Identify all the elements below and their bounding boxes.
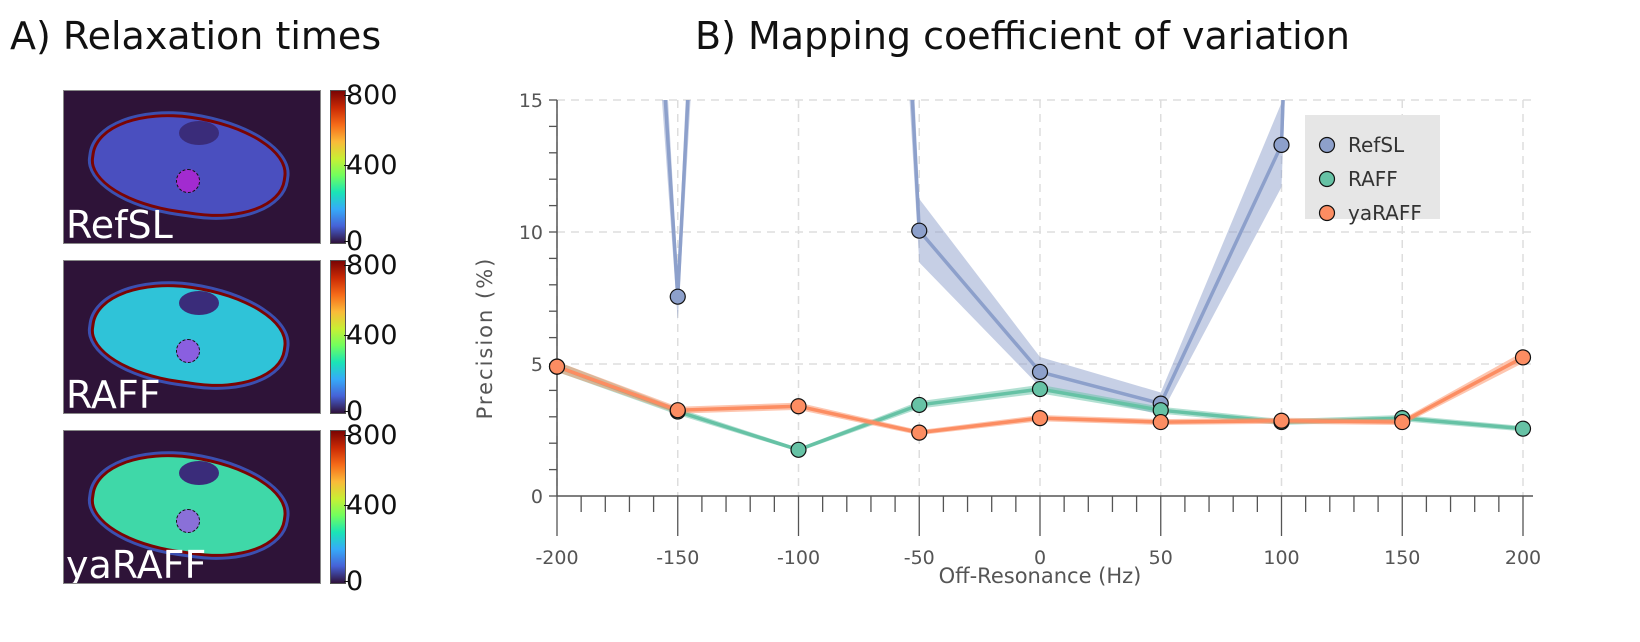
legend-marker: [1318, 136, 1336, 154]
map-label: yaRAFF: [66, 543, 207, 584]
x-axis-label: Off-Resonance (Hz): [939, 564, 1142, 588]
y-tick-label: 5: [531, 354, 543, 376]
data-point-yaraff: [790, 398, 807, 415]
colorbar-tick: 400: [344, 320, 398, 351]
y-tick-label: 0: [531, 486, 543, 508]
data-point-raff: [911, 396, 928, 414]
roi-circle: [176, 509, 200, 533]
colorbar-tick: 400: [344, 490, 398, 521]
data-point-raff: [1031, 380, 1049, 398]
x-tick-label: 100: [1263, 547, 1299, 569]
legend-label: yaRAFF: [1348, 201, 1422, 225]
data-point-yaraff: [1031, 410, 1049, 427]
legend-box: [1305, 115, 1440, 219]
legend-label: RefSL: [1348, 133, 1405, 157]
data-point-raff: [1514, 420, 1532, 437]
data-point-yaraff: [1514, 349, 1532, 366]
colorbar: [330, 90, 346, 244]
colorbar-tick: 800: [344, 420, 398, 451]
colorbar-tick: 0: [343, 396, 364, 427]
colorbar: [330, 430, 346, 584]
lumen-region: [179, 291, 219, 315]
legend-marker: [1318, 170, 1336, 188]
relaxation-map: RefSL: [63, 90, 321, 244]
data-point-refsl: [669, 288, 686, 305]
roi-circle: [176, 339, 200, 363]
map-label: RefSL: [66, 203, 173, 244]
data-point-refsl: [911, 222, 928, 239]
x-tick-label: 50: [1149, 547, 1173, 569]
x-tick-label: -200: [535, 547, 578, 569]
colorbar-tick: 0: [343, 566, 364, 597]
relaxation-map: RAFF: [63, 260, 321, 414]
data-point-yaraff: [911, 424, 928, 441]
x-tick-label: 150: [1384, 547, 1420, 569]
data-point-yaraff: [1273, 412, 1290, 429]
data-point-yaraff: [1152, 413, 1169, 431]
colorbar-tick: 0: [343, 226, 364, 257]
x-tick-label: -150: [656, 547, 699, 569]
y-tick-label: 10: [519, 222, 543, 244]
x-tick-label: 200: [1505, 547, 1541, 569]
colorbar: [330, 260, 346, 414]
colorbar-tick: 800: [344, 80, 398, 111]
relaxation-map: yaRAFF: [63, 430, 321, 584]
colorbar-tick: 400: [344, 150, 398, 181]
panel-b-title: B) Mapping coefficient of variation: [695, 14, 1351, 58]
lumen-region: [179, 461, 219, 485]
data-point-raff: [790, 441, 807, 458]
lumen-region: [179, 121, 219, 145]
panel-a-title: A) Relaxation times: [10, 14, 382, 58]
x-tick-label: 0: [1034, 547, 1046, 569]
y-axis-label: Precision (%): [473, 257, 497, 420]
data-point-refsl: [1031, 363, 1049, 381]
y-tick-label: 15: [519, 90, 543, 112]
roi-circle: [176, 169, 200, 193]
legend-marker: [1318, 204, 1336, 222]
legend-label: RAFF: [1348, 167, 1398, 191]
data-point-yaraff: [1394, 413, 1411, 431]
data-point-yaraff: [669, 402, 686, 419]
colorbar-tick: 800: [344, 250, 398, 281]
data-point-yaraff: [548, 358, 566, 375]
x-tick-label: -100: [777, 547, 820, 569]
data-point-refsl: [1273, 136, 1290, 153]
map-label: RAFF: [66, 373, 161, 414]
x-tick-label: -50: [904, 547, 935, 569]
